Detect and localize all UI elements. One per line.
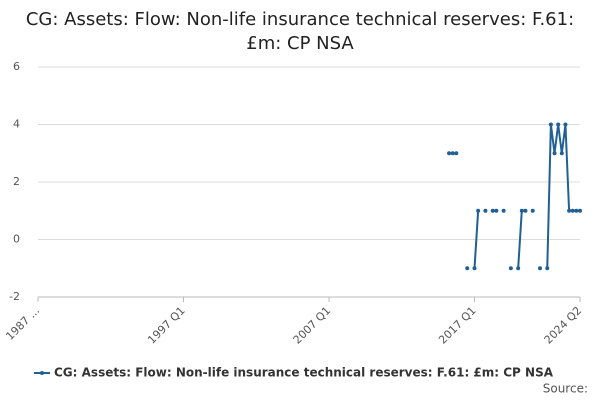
- y-tick-label: 6: [13, 60, 20, 73]
- point: [490, 208, 495, 213]
- x-tick-label: 2024 Q2: [542, 304, 585, 347]
- y-tick-label: 4: [13, 118, 20, 131]
- point: [578, 208, 582, 213]
- point: [450, 151, 455, 156]
- point: [519, 208, 524, 213]
- point: [523, 208, 528, 213]
- point: [570, 208, 575, 213]
- x-tick-label: 1997 Q1: [145, 304, 188, 347]
- point: [472, 266, 477, 271]
- x-tick-label: 2017 Q1: [436, 304, 479, 347]
- point: [501, 208, 506, 213]
- point: [559, 151, 564, 156]
- point: [454, 151, 459, 156]
- point: [556, 122, 561, 127]
- point: [494, 208, 499, 213]
- point: [545, 266, 550, 271]
- point: [574, 208, 579, 213]
- point: [483, 208, 488, 213]
- point: [563, 122, 568, 127]
- legend-marker: [40, 371, 44, 375]
- chart-title: CG: Assets: Flow: Non-life insurance tec…: [25, 9, 575, 54]
- point: [530, 208, 535, 213]
- x-tick-label: 2007 Q1: [291, 304, 334, 347]
- point: [537, 266, 542, 271]
- y-tick-label: 2: [13, 175, 20, 188]
- point: [567, 208, 572, 213]
- point: [508, 266, 513, 271]
- point: [447, 151, 452, 156]
- point: [465, 266, 470, 271]
- point: [516, 266, 521, 271]
- y-tick-label: 0: [13, 233, 20, 246]
- source: Source:: [543, 382, 588, 396]
- series-line: [449, 124, 580, 269]
- legend-label: CG: Assets: Flow: Non-life insurance tec…: [54, 366, 554, 380]
- y-tick-label: -2: [9, 290, 20, 303]
- point: [476, 208, 481, 213]
- point: [552, 151, 557, 156]
- x-tick-label: 1987 ...: [3, 304, 42, 343]
- point: [548, 122, 553, 127]
